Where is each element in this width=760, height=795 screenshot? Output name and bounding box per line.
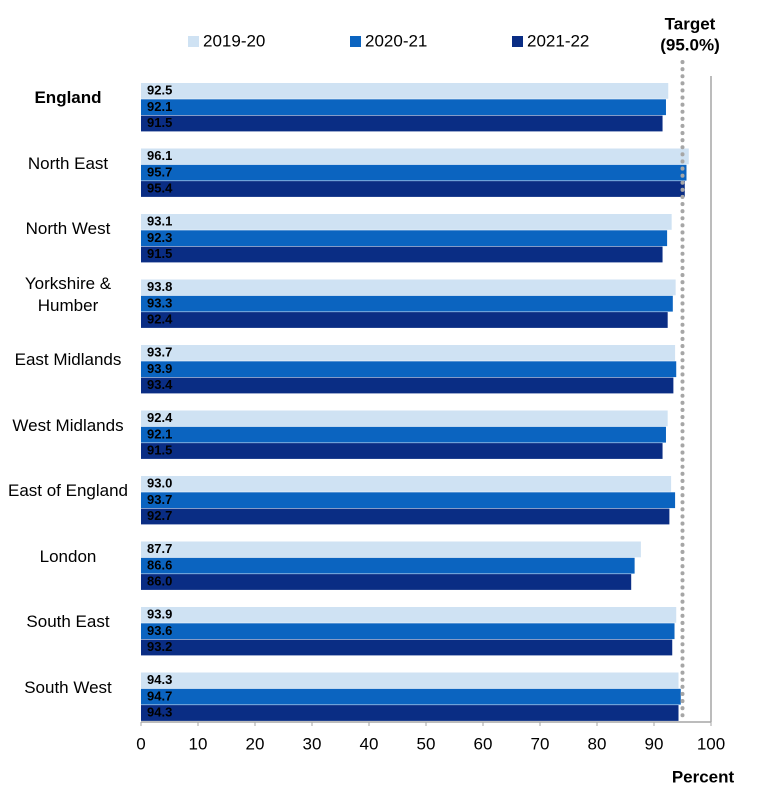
value-label: 86.6: [147, 557, 172, 572]
legend-label: 2020-21: [365, 31, 427, 50]
value-label: 87.7: [147, 541, 172, 556]
value-label: 94.3: [147, 672, 172, 687]
category-label: East of England: [7, 481, 129, 500]
target-label: (95.0%): [660, 35, 720, 54]
value-label: 93.7: [147, 492, 172, 507]
legend-swatch: [350, 36, 361, 47]
value-label: 92.1: [147, 426, 172, 441]
bar: [141, 164, 687, 181]
category-label: East Midlands: [14, 350, 122, 369]
value-label: 92.4: [147, 410, 173, 425]
bar: [141, 688, 681, 705]
x-tick-label: 20: [246, 734, 265, 753]
value-label: 92.4: [147, 312, 173, 327]
bar: [141, 639, 673, 656]
value-label: 93.0: [147, 476, 172, 491]
value-label: 93.3: [147, 295, 172, 310]
value-label: 93.1: [147, 214, 172, 229]
bar: [141, 83, 669, 99]
bar: [141, 377, 674, 394]
bar: [141, 295, 673, 312]
value-label: 95.4: [147, 181, 173, 196]
bar: [141, 361, 677, 378]
bar: [141, 181, 685, 197]
category-label: South East: [26, 612, 110, 631]
legend-swatch: [512, 36, 523, 47]
value-label: 93.9: [147, 607, 172, 622]
x-tick-label: 70: [531, 734, 550, 753]
value-label: 93.4: [147, 377, 173, 392]
x-tick-label: 40: [360, 734, 379, 753]
value-label: 93.2: [147, 639, 172, 654]
value-label: 94.7: [147, 688, 172, 703]
bar: [141, 541, 641, 558]
x-tick-label: 100: [697, 734, 725, 753]
bar: [141, 443, 663, 459]
bar: [141, 115, 663, 132]
bar: [141, 508, 670, 525]
x-tick-label: 90: [645, 734, 664, 753]
x-tick-label: 60: [474, 734, 493, 753]
bar: [141, 279, 676, 296]
value-label: 93.7: [147, 345, 172, 360]
value-label: 91.5: [147, 443, 172, 458]
target-label: Target: [665, 14, 716, 33]
x-tick-label: 50: [417, 734, 436, 753]
bar: [141, 476, 672, 492]
value-label: 93.9: [147, 361, 172, 376]
category-label: North East: [27, 153, 109, 173]
bar: [141, 345, 676, 361]
value-label: 91.5: [147, 115, 172, 130]
value-label: 93.8: [147, 279, 172, 294]
value-label: 92.7: [147, 508, 172, 523]
value-label: 96.1: [147, 148, 172, 163]
category-label: England: [34, 88, 102, 107]
value-label: 95.7: [147, 164, 172, 179]
value-label: 92.1: [147, 99, 172, 114]
bar: [141, 410, 668, 427]
bar: [141, 492, 676, 509]
bar: [141, 607, 677, 623]
bar: [141, 230, 668, 247]
category-label: North West: [25, 219, 111, 238]
bar: [141, 705, 679, 721]
bar: [141, 557, 635, 574]
bar: [141, 672, 679, 689]
category-label: South West: [24, 677, 112, 697]
x-tick-label: 10: [189, 734, 208, 753]
bar: [141, 426, 666, 443]
legend-label: 2021-22: [527, 31, 589, 50]
value-label: 94.3: [147, 705, 172, 720]
value-label: 86.0: [147, 574, 172, 589]
bar: [141, 623, 675, 640]
x-tick-label: 80: [588, 734, 607, 753]
x-axis-label: Percent: [672, 767, 735, 786]
value-label: 92.5: [147, 83, 172, 98]
bar: [141, 214, 672, 230]
bar: [141, 574, 632, 590]
legend-swatch: [188, 36, 199, 47]
bar: [141, 246, 663, 263]
legend-label: 2019-20: [203, 31, 265, 50]
value-label: 93.6: [147, 623, 172, 638]
bar: [141, 148, 689, 165]
value-label: 92.3: [147, 230, 172, 245]
category-label: Yorkshire & Humber: [24, 273, 112, 315]
category-label: London: [39, 546, 97, 566]
value-label: 91.5: [147, 246, 172, 261]
x-tick-label: 30: [303, 734, 322, 753]
bar: [141, 312, 668, 328]
bar: [141, 99, 666, 116]
x-tick-label: 0: [136, 734, 145, 753]
category-label: West Midlands: [12, 415, 124, 435]
